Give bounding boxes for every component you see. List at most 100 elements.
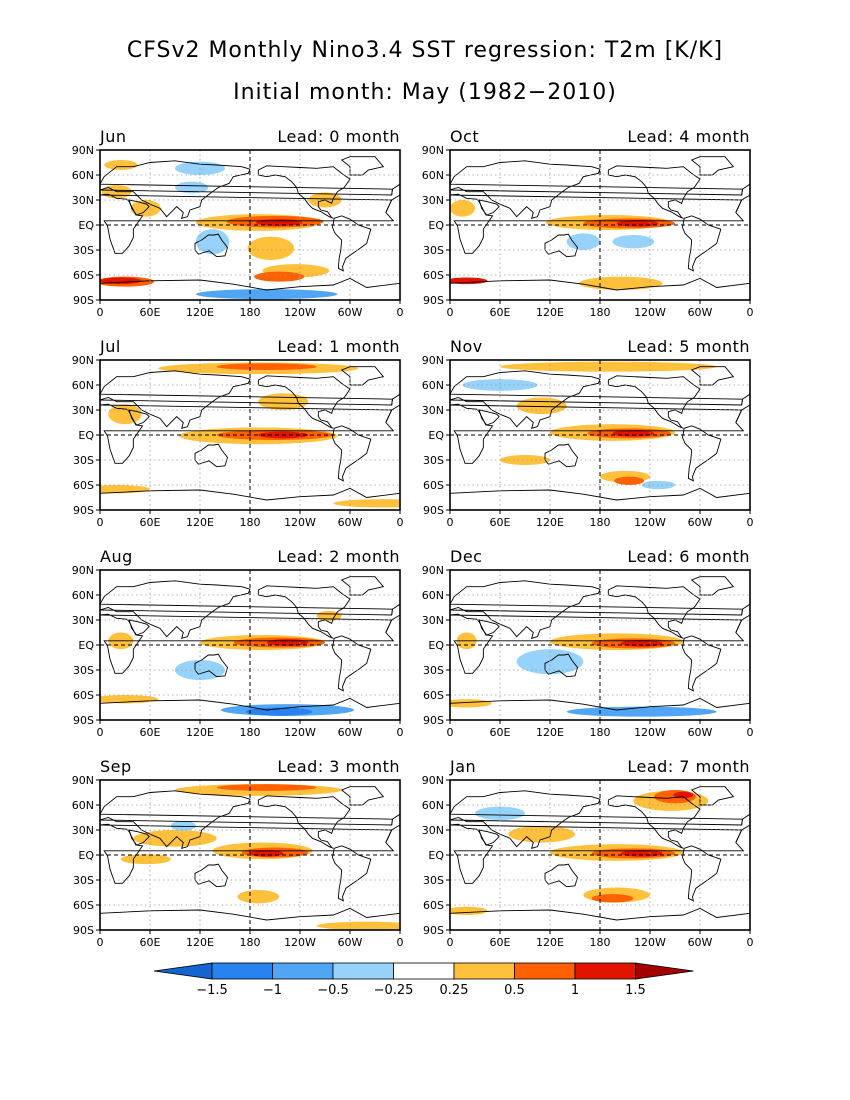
figure-subtitle: Initial month: May (1982−2010) — [233, 80, 617, 105]
lon-tick-label: 0 — [97, 516, 104, 529]
lon-tick-label: 0 — [447, 726, 454, 739]
anomaly-region — [450, 699, 492, 708]
lat-tick-label: 60S — [73, 899, 94, 912]
anomaly-region — [237, 890, 280, 904]
lat-tick-label: 30S — [73, 454, 94, 467]
lon-tick-label: 0 — [447, 516, 454, 529]
lat-tick-label: 30S — [423, 454, 444, 467]
lat-tick-label: EQ — [428, 429, 444, 442]
anomaly-region — [316, 610, 342, 621]
figure-title: CFSv2 Monthly Nino3.4 SST regression: T2… — [126, 38, 724, 63]
lat-tick-label: EQ — [428, 219, 444, 232]
anomaly-region — [612, 235, 655, 249]
map-panel-nov: 90N060N60E30N120EEQ18030S120W60S60W90S0N… — [422, 337, 754, 529]
lon-tick-label: 0 — [447, 306, 454, 319]
lat-tick-label: 60S — [423, 269, 444, 282]
map-panel-dec: 90N060N60E30N120EEQ18030S120W60S60W90S0D… — [422, 547, 754, 739]
lat-tick-label: EQ — [78, 639, 94, 652]
panel-lead-label: Lead: 4 month — [627, 127, 750, 146]
panel-lead-label: Lead: 6 month — [627, 547, 750, 566]
colorbar-segment — [332, 962, 394, 980]
lon-tick-label: 60W — [688, 936, 713, 949]
lon-tick-label: 0 — [397, 936, 404, 949]
anomaly-region — [130, 200, 161, 217]
lon-tick-label: 120E — [536, 936, 564, 949]
lat-tick-label: 60S — [73, 269, 94, 282]
lat-tick-label: EQ — [78, 429, 94, 442]
lon-tick-label: 120W — [284, 936, 316, 949]
anomaly-region — [614, 476, 645, 486]
panel-lead-label: Lead: 1 month — [277, 337, 400, 356]
lat-tick-label: EQ — [428, 639, 444, 652]
anomaly-region — [316, 921, 400, 930]
lat-tick-label: 30S — [73, 874, 94, 887]
lat-tick-label: 90S — [73, 924, 94, 937]
lat-tick-label: 60S — [423, 689, 444, 702]
lat-tick-label: 90N — [422, 354, 444, 367]
lat-tick-label: 60N — [72, 589, 94, 602]
lat-tick-label: 60N — [72, 169, 94, 182]
anomaly-region — [175, 181, 209, 194]
anomaly-region — [620, 640, 663, 647]
anomaly-region — [333, 499, 400, 508]
lat-tick-label: 90N — [72, 774, 94, 787]
lon-tick-label: 0 — [747, 306, 754, 319]
lat-tick-label: 90S — [423, 714, 444, 727]
lat-tick-label: EQ — [78, 219, 94, 232]
lon-tick-label: 180 — [240, 306, 261, 319]
lat-tick-label: 90S — [423, 504, 444, 517]
lon-tick-label: 180 — [590, 726, 611, 739]
lon-tick-label: 0 — [97, 936, 104, 949]
lon-tick-label: 60W — [338, 516, 363, 529]
panel-month-label: Jun — [99, 127, 127, 146]
lon-tick-label: 120E — [536, 306, 564, 319]
anomaly-region — [450, 906, 488, 915]
lat-tick-label: 30S — [73, 664, 94, 677]
lon-tick-label: 60E — [490, 726, 511, 739]
lat-tick-label: 30S — [423, 244, 444, 257]
lat-tick-label: 30S — [423, 874, 444, 887]
panel-lead-label: Lead: 3 month — [277, 757, 400, 776]
lon-tick-label: 0 — [397, 726, 404, 739]
colorbar-label: −1 — [263, 983, 282, 998]
map-panel-jul: 90N060N60E30N120EEQ18030S120W60S60W90S0J… — [72, 337, 404, 529]
colorbar-segment — [574, 962, 636, 980]
colorbar-label: 1 — [571, 983, 579, 998]
anomaly-region — [195, 229, 230, 255]
lat-tick-label: 90S — [423, 294, 444, 307]
lat-tick-label: 30N — [422, 194, 444, 207]
colorbar-label: 0.25 — [440, 983, 469, 998]
lon-tick-label: 120W — [284, 306, 316, 319]
lon-tick-label: 180 — [240, 726, 261, 739]
lat-tick-label: 60N — [422, 799, 444, 812]
lon-tick-label: 120E — [536, 726, 564, 739]
lon-tick-label: 0 — [747, 516, 754, 529]
anomaly-region — [216, 784, 317, 791]
panel-lead-label: Lead: 7 month — [627, 757, 750, 776]
panel-month-label: Sep — [100, 757, 132, 776]
colorbar-segment — [272, 962, 334, 980]
map-panel-jan: 90N060N60E30N120EEQ18030S120W60S60W90S0J… — [422, 757, 754, 949]
colorbar-min-triangle — [153, 962, 213, 980]
lon-tick-label: 120W — [284, 516, 316, 529]
lon-tick-label: 120E — [186, 936, 214, 949]
lon-tick-label: 0 — [97, 306, 104, 319]
lon-tick-label: 60W — [688, 306, 713, 319]
lon-tick-label: 0 — [447, 936, 454, 949]
anomaly-region — [500, 455, 550, 465]
colorbar-segment — [211, 962, 273, 980]
lon-tick-label: 0 — [397, 306, 404, 319]
anomaly-region — [499, 361, 717, 372]
anomaly-region — [170, 820, 196, 831]
lon-tick-label: 60W — [338, 936, 363, 949]
lon-tick-label: 180 — [590, 306, 611, 319]
lon-tick-label: 120W — [634, 516, 666, 529]
anomaly-region — [673, 791, 694, 799]
panel-month-label: Dec — [450, 547, 482, 566]
lat-tick-label: EQ — [428, 849, 444, 862]
colorbar-label: −1.5 — [196, 983, 228, 998]
lon-tick-label: 180 — [590, 516, 611, 529]
lat-tick-label: 60N — [422, 379, 444, 392]
lat-tick-label: 90S — [423, 924, 444, 937]
